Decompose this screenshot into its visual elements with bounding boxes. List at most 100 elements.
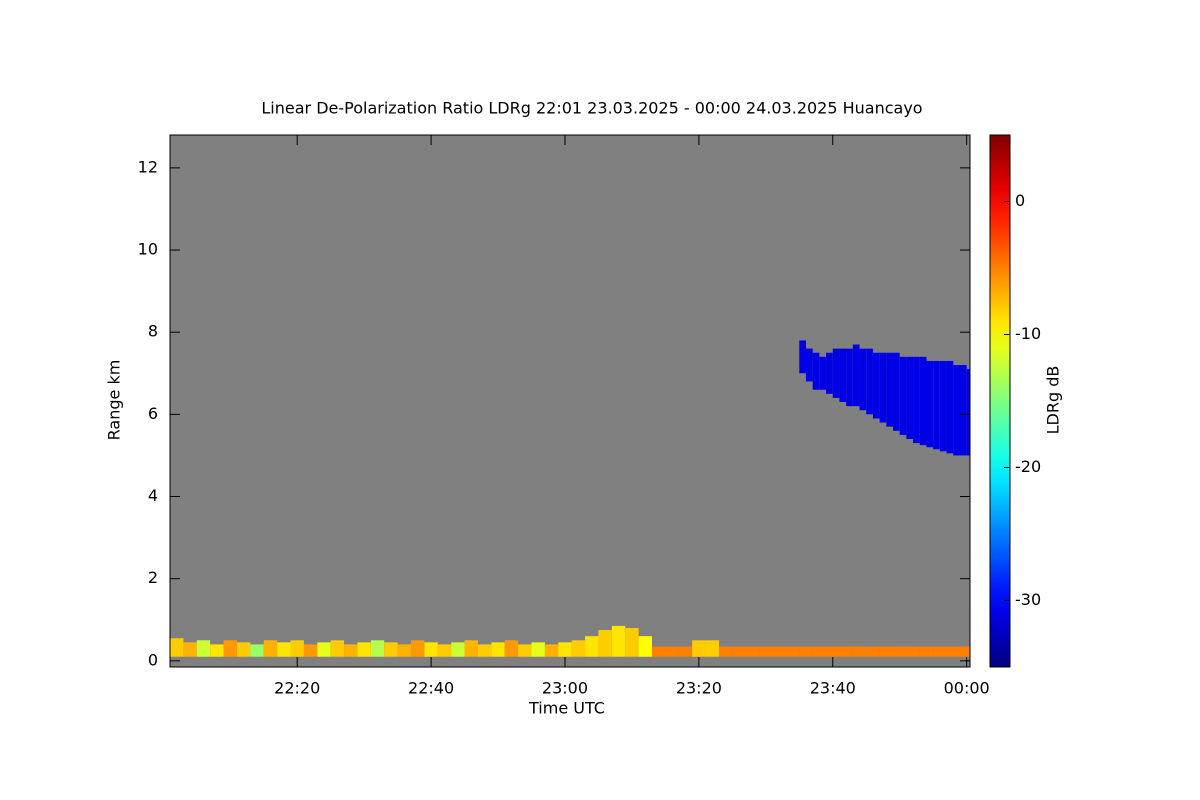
cell <box>303 644 318 657</box>
cell <box>966 369 970 456</box>
colorbar-tick-label: -10 <box>1015 324 1041 343</box>
cell <box>866 646 880 657</box>
cell <box>317 642 331 657</box>
cell <box>866 348 873 415</box>
x-tick-label: 00:00 <box>944 679 990 698</box>
cell <box>277 642 291 657</box>
cell <box>692 640 706 657</box>
cell <box>939 360 947 452</box>
cell <box>959 646 970 657</box>
cell <box>585 636 599 657</box>
cell <box>571 640 586 657</box>
cell <box>705 640 719 657</box>
cell <box>183 642 197 657</box>
cell <box>846 348 853 407</box>
cell <box>625 627 639 657</box>
cell <box>946 646 960 657</box>
cell <box>732 646 746 657</box>
cell <box>451 642 465 657</box>
cell <box>879 646 894 657</box>
cell <box>477 644 492 657</box>
cell <box>357 642 371 657</box>
cell <box>826 352 833 394</box>
y-axis-label: Range km <box>105 360 124 441</box>
cell <box>906 356 914 439</box>
colorbar-label: LDRg dB <box>1044 366 1063 435</box>
cell <box>170 638 184 657</box>
cell <box>437 644 452 657</box>
cell <box>638 636 653 657</box>
cell <box>491 642 505 657</box>
cell <box>236 642 251 657</box>
colorbar-tick-label: 0 <box>1015 191 1025 210</box>
cell <box>665 646 679 657</box>
cell <box>290 640 304 657</box>
x-tick-label: 23:20 <box>676 679 722 698</box>
y-tick-label: 6 <box>148 404 158 423</box>
cell <box>959 365 967 456</box>
cell <box>946 360 954 454</box>
plot-background <box>170 135 970 667</box>
y-tick-label: 0 <box>148 650 158 669</box>
cell <box>819 356 827 390</box>
cell <box>344 644 358 657</box>
y-tick-label: 4 <box>148 486 158 505</box>
cell <box>397 644 412 657</box>
cell <box>544 644 559 657</box>
y-tick-label: 8 <box>148 322 158 341</box>
x-axis-label: Time UTC <box>528 699 605 718</box>
cell <box>859 348 867 411</box>
cell <box>558 642 572 657</box>
cell <box>772 646 786 657</box>
cell <box>839 646 853 657</box>
y-tick-label: 10 <box>138 240 158 259</box>
cell <box>886 352 894 427</box>
cell <box>799 646 813 657</box>
data-layer <box>170 340 970 657</box>
cell <box>223 640 237 657</box>
cell <box>826 646 840 657</box>
cell <box>611 625 626 657</box>
cell <box>330 640 345 657</box>
y-tick-label: 2 <box>148 568 158 587</box>
cell <box>263 640 278 657</box>
x-tick-label: 22:20 <box>274 679 320 698</box>
cell <box>933 646 947 657</box>
cell <box>879 352 887 423</box>
chart-title: Linear De-Polarization Ratio LDRg 22:01 … <box>261 99 922 118</box>
cell <box>872 352 880 419</box>
x-tick-label: 23:00 <box>542 679 588 698</box>
cell <box>953 365 960 456</box>
cell <box>411 640 425 657</box>
cell <box>913 356 920 444</box>
cell <box>919 356 927 446</box>
cell <box>464 640 478 657</box>
plot-frame <box>169 134 971 668</box>
x-tick-label: 23:40 <box>810 679 856 698</box>
cell <box>893 646 907 657</box>
cell <box>759 646 773 657</box>
cell <box>424 642 438 657</box>
cell <box>785 646 800 657</box>
cell <box>852 344 860 407</box>
colorbar-tick-label: -30 <box>1015 590 1041 609</box>
cell <box>812 352 820 390</box>
cell <box>893 352 900 431</box>
cell <box>531 642 545 657</box>
cell <box>745 646 760 657</box>
cell <box>919 646 934 657</box>
cell <box>504 640 519 657</box>
x-tick-label: 22:40 <box>408 679 454 698</box>
cell <box>933 360 940 450</box>
cell <box>839 348 847 403</box>
cell <box>832 348 840 398</box>
cell <box>370 640 385 657</box>
cell <box>384 642 398 657</box>
cell <box>852 646 867 657</box>
cell <box>718 646 733 657</box>
cell <box>906 646 920 657</box>
cell <box>652 646 666 657</box>
cell <box>799 340 806 374</box>
cell <box>210 644 224 657</box>
